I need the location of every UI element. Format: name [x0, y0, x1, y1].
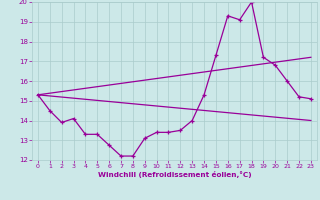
X-axis label: Windchill (Refroidissement éolien,°C): Windchill (Refroidissement éolien,°C)	[98, 171, 251, 178]
